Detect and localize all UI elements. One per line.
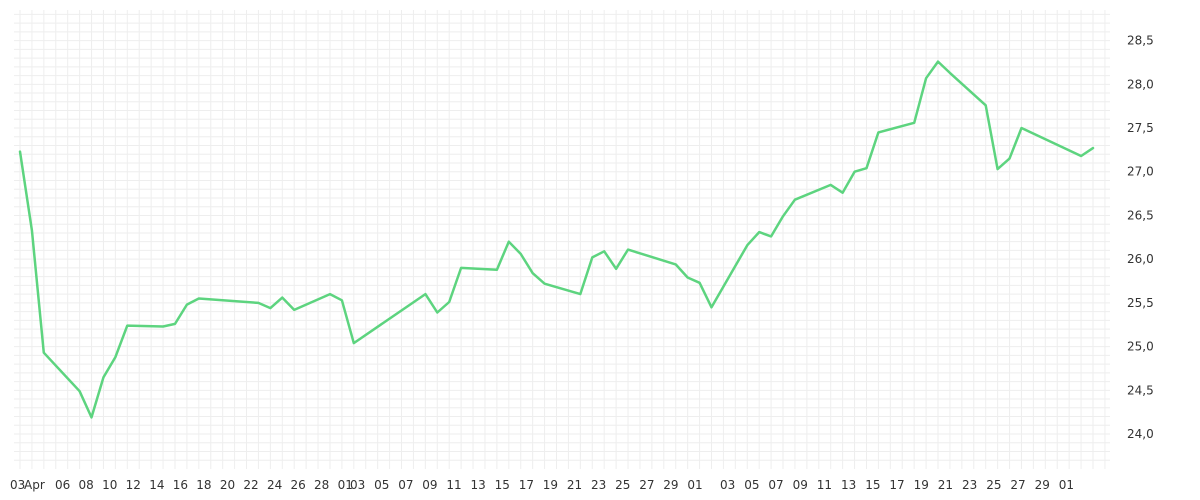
x-tick-label: 07 <box>768 478 783 492</box>
x-tick-label: 07 <box>398 478 413 492</box>
x-tick-label: 08 <box>79 478 94 492</box>
x-tick-label: 09 <box>422 478 437 492</box>
x-tick-label: 01 <box>687 478 702 492</box>
x-tick-label: 15 <box>495 478 510 492</box>
x-tick-label: 23 <box>591 478 606 492</box>
x-tick-label: 01 <box>338 478 353 492</box>
x-tick-label: 11 <box>446 478 461 492</box>
x-tick-label: 21 <box>567 478 582 492</box>
x-tick-label: 25 <box>615 478 630 492</box>
x-tick-label: 15 <box>865 478 880 492</box>
x-tick-label: 16 <box>173 478 188 492</box>
x-tick-label: 25 <box>986 478 1001 492</box>
y-tick-label: 24,5 <box>1127 383 1154 397</box>
y-tick-label: 28,0 <box>1127 77 1154 91</box>
y-tick-label: 26,0 <box>1127 252 1154 266</box>
x-tick-label: 29 <box>663 478 678 492</box>
x-tick-label: 17 <box>519 478 534 492</box>
x-tick-label: 28 <box>314 478 329 492</box>
x-tick-label: 20 <box>220 478 235 492</box>
x-tick-label: 26 <box>291 478 306 492</box>
x-tick-label: 19 <box>914 478 929 492</box>
x-tick-label: Apr <box>24 478 45 492</box>
x-tick-label: 05 <box>374 478 389 492</box>
y-tick-label: 26,5 <box>1127 208 1154 222</box>
x-tick-label: 23 <box>962 478 977 492</box>
x-tick-label: 27 <box>639 478 654 492</box>
x-tick-label: 01 <box>1059 478 1074 492</box>
x-tick-label: 22 <box>243 478 258 492</box>
x-tick-label: 14 <box>149 478 164 492</box>
series-line <box>18 60 1095 419</box>
x-tick-label: 09 <box>793 478 808 492</box>
x-tick-label: 11 <box>817 478 832 492</box>
x-tick-label: 03 <box>10 478 25 492</box>
x-tick-label: 24 <box>267 478 282 492</box>
y-tick-label: 27,0 <box>1127 165 1154 179</box>
x-tick-label: 12 <box>126 478 141 492</box>
y-axis-tick-labels: 24,0 24,5 25,0 25,5 26,0 26,5 27,0 27,5 28,0 28,5 <box>1127 34 1154 441</box>
x-tick-label: 21 <box>938 478 953 492</box>
grid <box>14 10 1110 469</box>
x-tick-label: 13 <box>471 478 486 492</box>
x-tick-label: 10 <box>102 478 117 492</box>
x-tick-label: 18 <box>196 478 211 492</box>
y-tick-label: 25,0 <box>1127 340 1154 354</box>
x-tick-label: 13 <box>841 478 856 492</box>
x-tick-label: 19 <box>543 478 558 492</box>
x-tick-label: 27 <box>1010 478 1025 492</box>
y-tick-label: 28,5 <box>1127 34 1154 48</box>
x-tick-label: 17 <box>889 478 904 492</box>
series-layer <box>18 60 1095 419</box>
x-tick-label: 03 <box>350 478 365 492</box>
x-tick-label: 03 <box>720 478 735 492</box>
x-tick-label: 05 <box>744 478 759 492</box>
x-tick-label: 29 <box>1035 478 1050 492</box>
y-tick-label: 27,5 <box>1127 121 1154 135</box>
y-tick-label: 25,5 <box>1127 296 1154 310</box>
x-tick-label: 06 <box>55 478 70 492</box>
y-tick-label: 24,0 <box>1127 427 1154 441</box>
